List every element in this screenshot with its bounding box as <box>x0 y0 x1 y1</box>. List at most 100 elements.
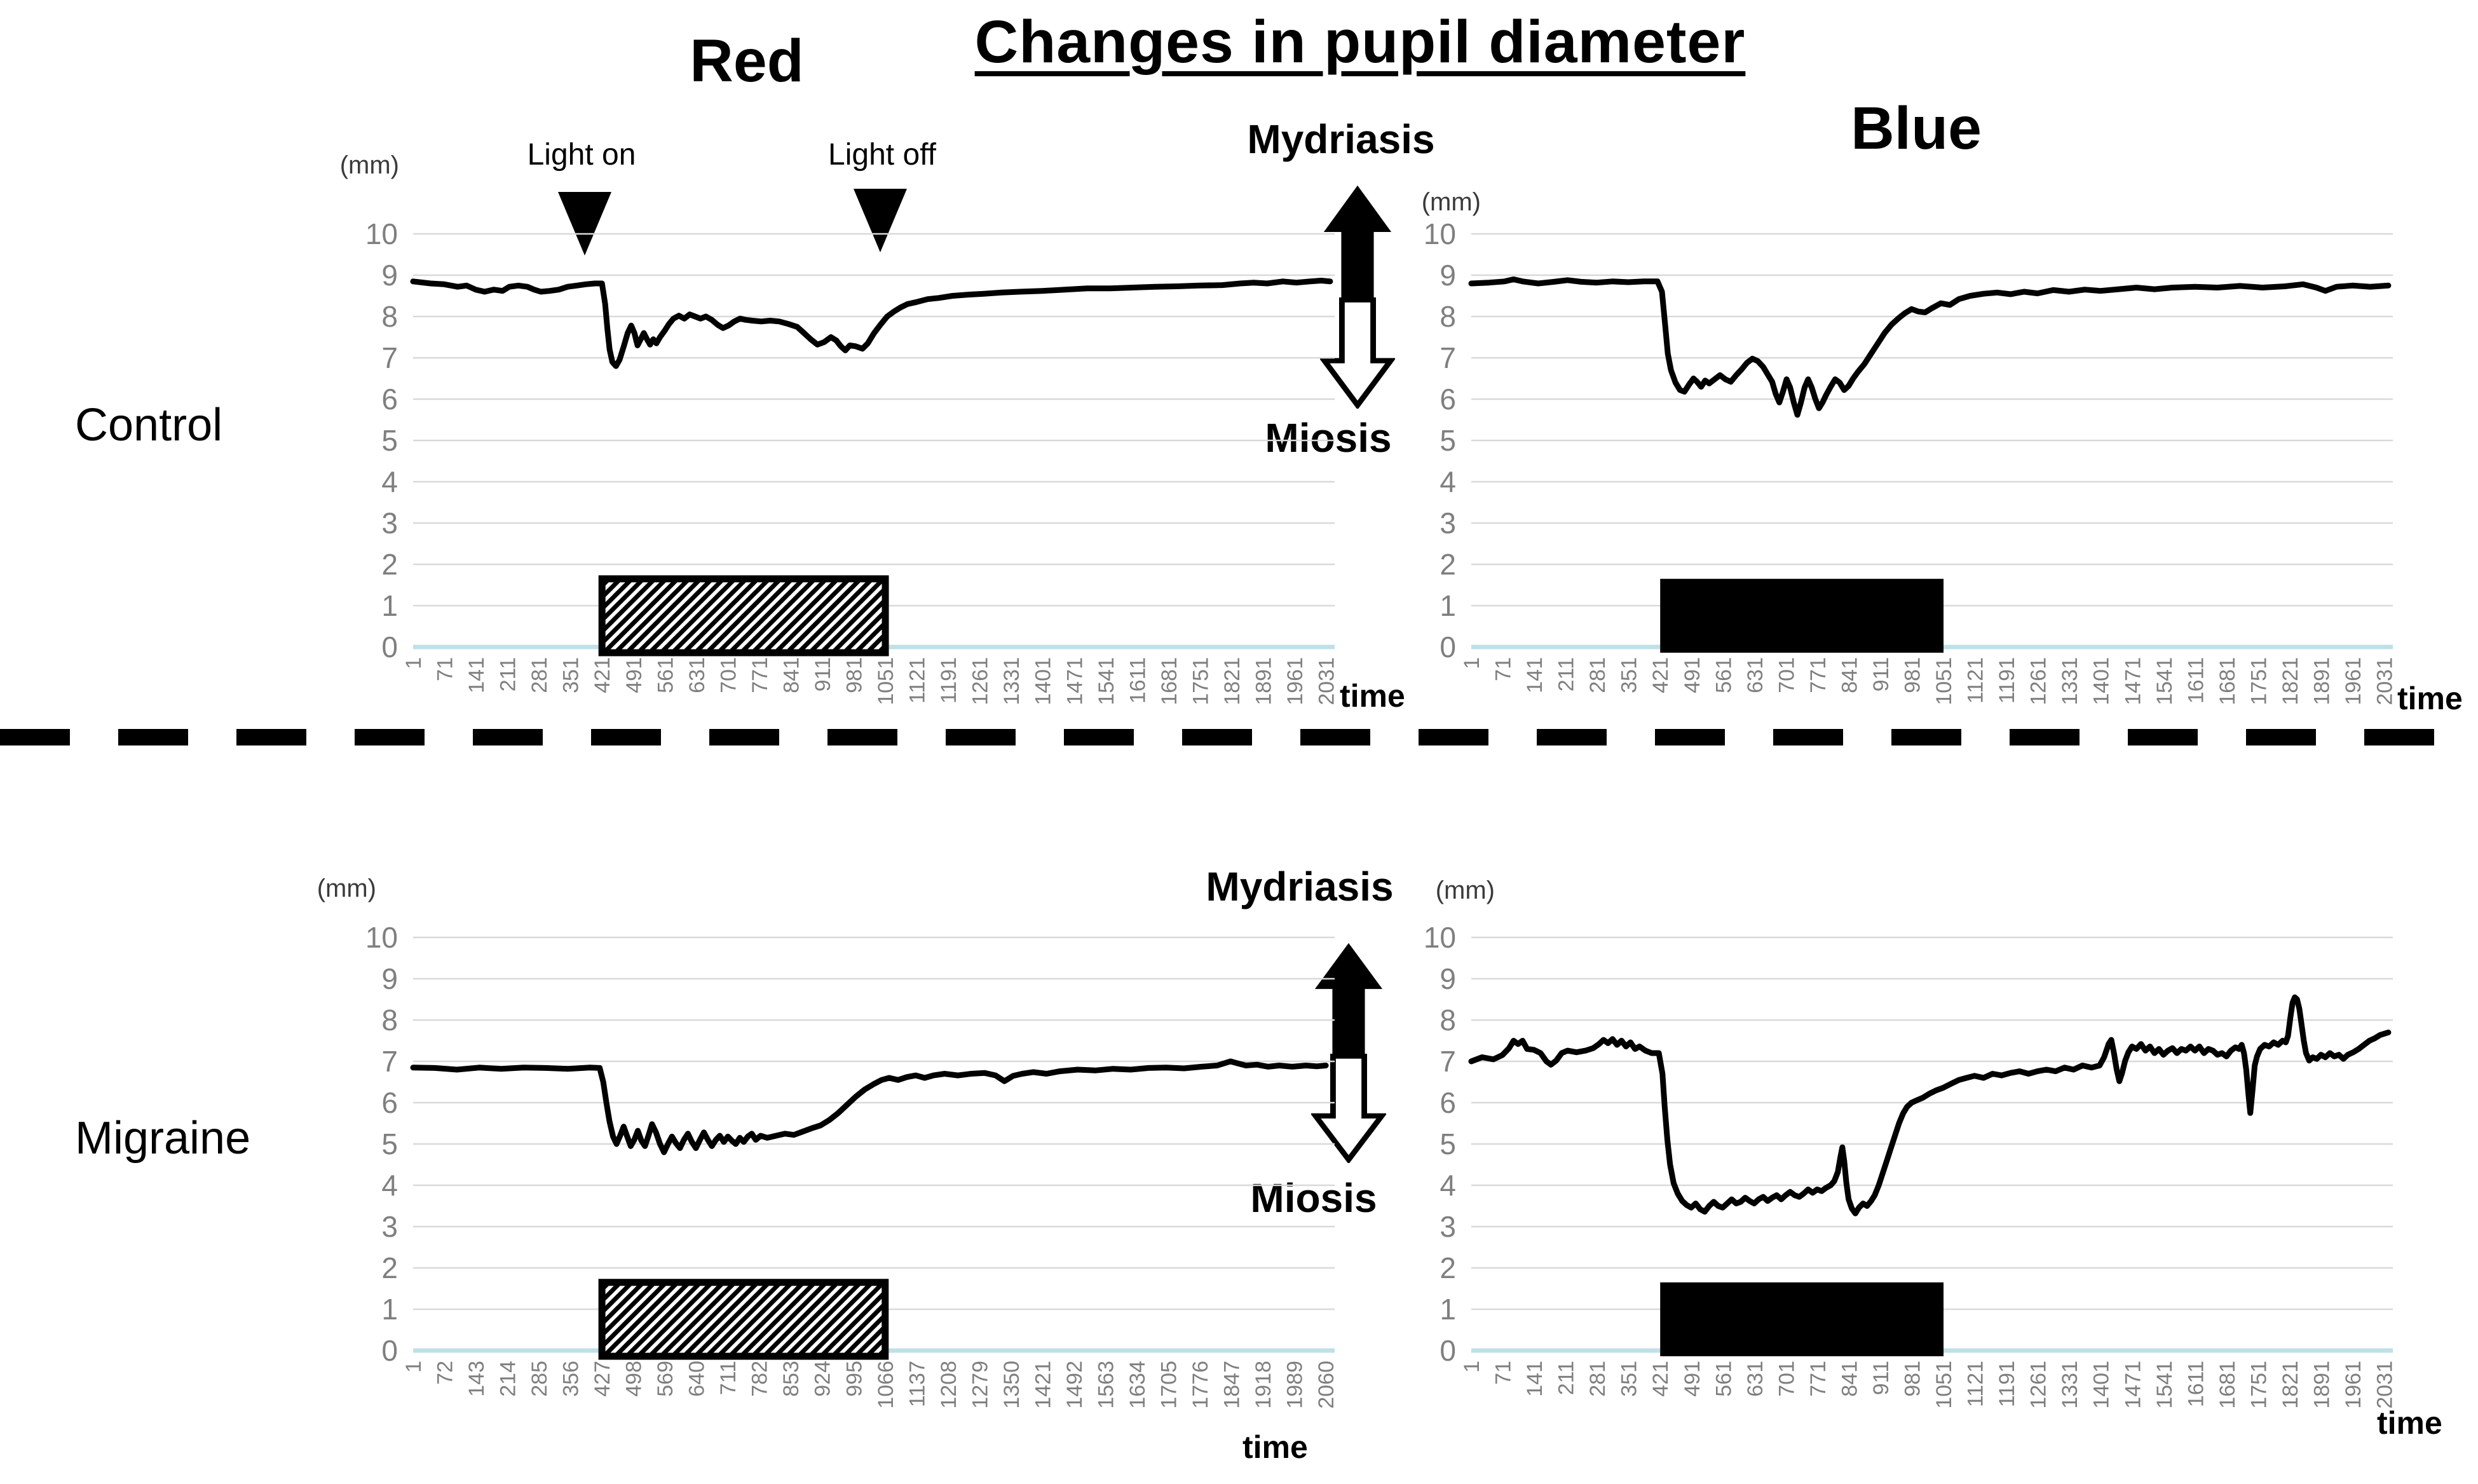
x-tick-label: 771 <box>748 657 772 693</box>
x-tick-label: 640 <box>685 1361 709 1397</box>
x-tick-label: 498 <box>622 1361 646 1397</box>
light-off-label: Light off <box>828 138 936 172</box>
x-tick-label: 281 <box>1586 657 1610 693</box>
direction-arrows-migraine <box>1311 942 1386 1163</box>
x-tick-label: 1279 <box>968 1361 992 1409</box>
x-tick-label: 631 <box>685 657 709 693</box>
x-tick-label: 1961 <box>1283 657 1307 705</box>
x-tick-label: 1681 <box>2216 657 2240 705</box>
x-tick-label: 911 <box>1869 657 1893 691</box>
x-tick-label: 1121 <box>906 657 930 704</box>
pupil-diameter-trace <box>410 278 1333 369</box>
x-tick-label: 1821 <box>2278 1361 2303 1409</box>
x-tick-label: 1751 <box>2247 657 2271 705</box>
time-axis-label-migraine-blue: time <box>2377 1405 2442 1441</box>
y-tick-label: 10 <box>1424 921 1456 954</box>
light-stimulus-bar-hatched <box>598 575 889 657</box>
y-tick-label: 7 <box>1440 341 1456 374</box>
x-tick-label: 569 <box>653 1361 677 1397</box>
x-tick-label: 1471 <box>2121 657 2145 705</box>
x-tick-label: 782 <box>748 1361 772 1397</box>
light-on-label: Light on <box>527 138 636 172</box>
x-tick-label: 1611 <box>1126 657 1150 704</box>
y-tick-label: 2 <box>381 1251 398 1284</box>
x-tick-label: 841 <box>1837 657 1862 693</box>
x-tick-label: 1051 <box>1932 1361 1956 1409</box>
unit-label-migraine-blue: (mm) <box>1435 876 1495 904</box>
x-tick-label: 141 <box>1523 1361 1547 1397</box>
x-tick-label: 1471 <box>2121 1361 2145 1409</box>
y-tick-label: 6 <box>381 1086 398 1119</box>
x-tick-label: 1541 <box>2153 1361 2177 1409</box>
y-tick-label: 0 <box>381 630 398 664</box>
y-tick-label: 7 <box>381 1045 398 1078</box>
x-tick-label: 1191 <box>1995 657 2019 704</box>
x-tick-label: 281 <box>1586 1361 1610 1397</box>
mydriasis-label-control: Mydriasis <box>1247 116 1435 162</box>
x-tick-label: 981 <box>1901 657 1925 693</box>
x-tick-label: 2031 <box>1315 657 1339 705</box>
x-tick-label: 1261 <box>969 657 993 705</box>
x-tick-label: 1261 <box>2027 1361 2051 1409</box>
x-tick-label: 214 <box>496 1361 521 1397</box>
x-tick-label: 924 <box>811 1361 835 1397</box>
y-tick-label: 10 <box>1424 217 1456 250</box>
x-tick-label: 72 <box>433 1361 458 1385</box>
miosis-label-control: Miosis <box>1265 415 1392 461</box>
x-tick-label: 1331 <box>1000 657 1024 705</box>
y-tick-label: 0 <box>381 1334 398 1367</box>
x-tick-label: 995 <box>842 1361 866 1397</box>
x-tick-label: 1961 <box>2341 1361 2366 1409</box>
x-tick-label: 1821 <box>1220 657 1244 705</box>
y-tick-label: 0 <box>1440 1334 1456 1367</box>
x-tick-label: 711 <box>716 1361 740 1395</box>
x-tick-label: 1681 <box>2216 1361 2240 1409</box>
x-tick-label: 2060 <box>1314 1361 1338 1409</box>
y-tick-label: 9 <box>1440 259 1456 292</box>
x-tick-label: 771 <box>1806 657 1830 693</box>
x-tick-label: 491 <box>622 657 646 693</box>
x-tick-label: 1611 <box>2184 657 2208 704</box>
x-tick-label: 561 <box>1712 1361 1736 1397</box>
y-tick-label: 1 <box>1440 1293 1456 1326</box>
row-label-control: Control <box>75 400 223 451</box>
x-tick-label: 281 <box>528 657 552 693</box>
x-tick-label: 71 <box>1492 1361 1516 1385</box>
y-tick-label: 9 <box>1440 962 1456 995</box>
miosis-down-arrow-icon <box>1311 1054 1386 1163</box>
unit-label-migraine-red: (mm) <box>317 875 376 902</box>
column-label-red: Red <box>690 27 804 95</box>
x-tick-label: 561 <box>1712 657 1736 693</box>
x-tick-label: 1891 <box>2310 657 2334 705</box>
x-tick-label: 2031 <box>2373 1361 2397 1409</box>
x-tick-label: 1421 <box>1031 1361 1055 1409</box>
x-tick-label: 701 <box>1774 1361 1799 1397</box>
x-tick-label: 1918 <box>1251 1361 1276 1409</box>
x-tick-label: 561 <box>653 657 677 693</box>
x-tick-label: 1751 <box>1188 657 1213 705</box>
y-tick-label: 8 <box>1440 300 1456 333</box>
pupil-diameter-trace <box>410 1058 1329 1155</box>
x-tick-label: 841 <box>1837 1361 1862 1397</box>
y-tick-label: 8 <box>381 1004 398 1037</box>
y-tick-label: 8 <box>1440 1004 1456 1037</box>
light-stimulus-bar-solid <box>1660 1282 1944 1356</box>
x-tick-label: 141 <box>1523 657 1547 693</box>
y-tick-label: 4 <box>1440 465 1456 498</box>
x-tick-label: 1401 <box>1031 657 1056 705</box>
x-tick-label: 427 <box>590 1361 615 1397</box>
x-tick-label: 1051 <box>1932 657 1956 705</box>
x-tick-label: 1847 <box>1220 1361 1244 1409</box>
x-tick-label: 853 <box>779 1361 803 1397</box>
x-tick-label: 351 <box>1617 657 1642 693</box>
x-tick-label: 351 <box>559 657 583 693</box>
x-tick-label: 1634 <box>1126 1361 1150 1409</box>
y-tick-label: 2 <box>381 548 398 581</box>
y-tick-label: 6 <box>1440 383 1456 416</box>
x-tick-label: 1401 <box>2090 657 2114 705</box>
x-tick-label: 701 <box>1774 657 1799 693</box>
